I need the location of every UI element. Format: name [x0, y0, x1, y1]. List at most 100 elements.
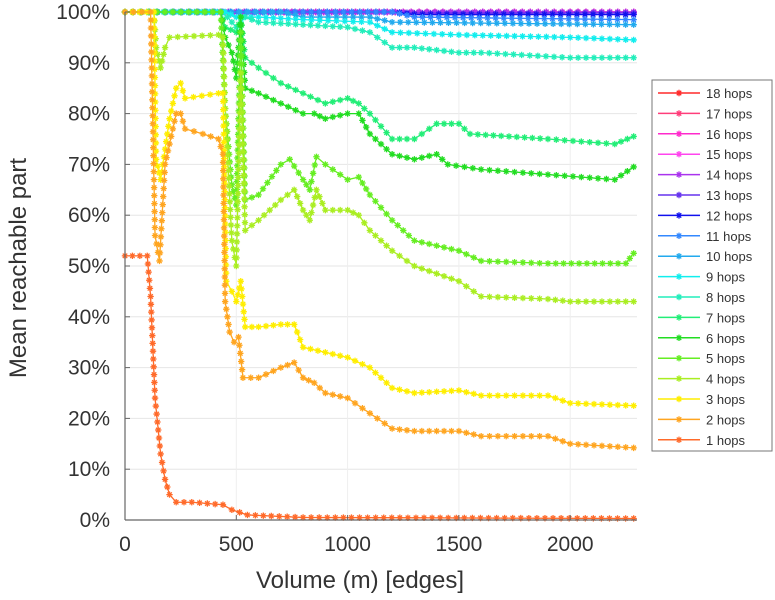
marker-6-hops — [611, 176, 618, 183]
marker-5-hops — [308, 178, 315, 185]
marker-9-hops — [471, 32, 479, 39]
marker-9-hops — [381, 25, 388, 33]
marker-1-hops — [541, 515, 549, 522]
marker-8-hops — [374, 34, 381, 41]
marker-1-hops — [299, 514, 307, 521]
legend-label: 2 hops — [706, 412, 746, 427]
marker-4-hops — [241, 219, 249, 226]
marker-4-hops — [296, 200, 304, 207]
marker-5-hops — [309, 170, 317, 177]
marker-7-hops — [448, 120, 455, 127]
marker-2-hops — [403, 427, 411, 434]
y-tick-label: 80% — [68, 103, 110, 126]
marker-3-hops — [240, 308, 247, 315]
marker-11-hops — [500, 14, 507, 22]
marker-3-hops — [270, 322, 277, 329]
marker-5-hops — [268, 173, 276, 180]
marker-11-hops — [340, 8, 347, 16]
y-axis-label: Mean reachable part — [5, 158, 32, 378]
marker-6-hops — [362, 123, 370, 131]
marker-3-hops — [221, 188, 228, 195]
x-tick-label: 2000 — [547, 533, 594, 556]
marker-2-hops — [166, 140, 173, 148]
marker-3-hops — [614, 401, 621, 409]
marker-3-hops — [299, 344, 307, 351]
marker-4-hops — [225, 175, 232, 182]
marker-1-hops — [211, 500, 219, 508]
marker-9-hops — [341, 18, 349, 25]
marker-14-hops — [487, 8, 494, 16]
marker-4-hops — [361, 219, 368, 227]
marker-11-hops — [614, 16, 621, 23]
legend-marker-icon — [675, 416, 683, 423]
legend-entry-4-hops: 4 hops — [658, 372, 746, 387]
marker-10-hops — [421, 19, 428, 26]
marker-6-hops — [277, 100, 285, 107]
marker-8-hops — [582, 54, 590, 61]
marker-8-hops — [403, 44, 411, 51]
marker-11-hops — [443, 14, 451, 21]
marker-2-hops — [148, 48, 155, 56]
marker-3-hops — [242, 323, 249, 331]
marker-4-hops — [303, 212, 310, 219]
marker-1-hops — [590, 515, 597, 522]
marker-8-hops — [270, 19, 277, 27]
marker-7-hops — [377, 123, 385, 130]
marker-12-hops — [630, 11, 637, 18]
marker-3-hops — [494, 392, 502, 399]
marker-4-hops — [519, 294, 527, 302]
marker-9-hops — [233, 13, 240, 21]
marker-2-hops — [582, 441, 590, 449]
marker-6-hops — [316, 112, 323, 120]
marker-2-hops — [299, 374, 307, 381]
marker-4-hops — [418, 265, 426, 272]
grid — [124, 11, 637, 521]
marker-5-hops — [234, 131, 242, 138]
marker-2-hops — [150, 176, 158, 183]
marker-4-hops — [372, 232, 379, 239]
marker-2-hops — [147, 32, 155, 40]
marker-6-hops — [228, 49, 236, 56]
marker-4-hops — [239, 148, 247, 155]
marker-7-hops — [553, 136, 560, 143]
legend-entry-2-hops: 2 hops — [658, 412, 746, 427]
marker-6-hops — [285, 103, 292, 111]
marker-3-hops — [440, 388, 448, 395]
marker-14-hops — [495, 8, 502, 16]
marker-10-hops — [517, 20, 525, 27]
marker-5-hops — [511, 258, 518, 266]
marker-9-hops — [511, 32, 518, 40]
line-2-hops — [125, 11, 634, 449]
marker-12-hops — [500, 11, 507, 18]
marker-6-hops — [234, 59, 241, 66]
marker-11-hops — [541, 15, 548, 22]
marker-6-hops — [322, 115, 329, 122]
x-tick-label: 0 — [119, 533, 131, 556]
marker-3-hops — [220, 139, 228, 146]
marker-1-hops — [166, 491, 173, 498]
marker-5-hops — [359, 179, 366, 187]
marker-5-hops — [383, 210, 390, 218]
marker-9-hops — [277, 15, 285, 22]
legend-label: 3 hops — [706, 392, 746, 407]
marker-9-hops — [221, 8, 229, 16]
legend-entry-14-hops: 14 hops — [658, 168, 753, 183]
marker-6-hops — [503, 168, 510, 175]
marker-3-hops — [238, 285, 245, 293]
marker-1-hops — [129, 252, 136, 260]
marker-6-hops — [230, 57, 237, 65]
marker-6-hops — [617, 172, 625, 179]
marker-5-hops — [463, 250, 470, 258]
marker-3-hops — [455, 387, 463, 394]
marker-1-hops — [291, 513, 299, 521]
marker-14-hops — [519, 8, 526, 16]
marker-14-hops — [431, 8, 439, 16]
marker-3-hops — [152, 147, 160, 155]
marker-1-hops — [307, 514, 315, 521]
marker-2-hops — [221, 249, 228, 256]
marker-7-hops — [227, 26, 234, 33]
series-1-hops — [121, 252, 637, 522]
marker-7-hops — [233, 29, 240, 36]
marker-1-hops — [148, 308, 155, 316]
marker-7-hops — [544, 135, 552, 143]
